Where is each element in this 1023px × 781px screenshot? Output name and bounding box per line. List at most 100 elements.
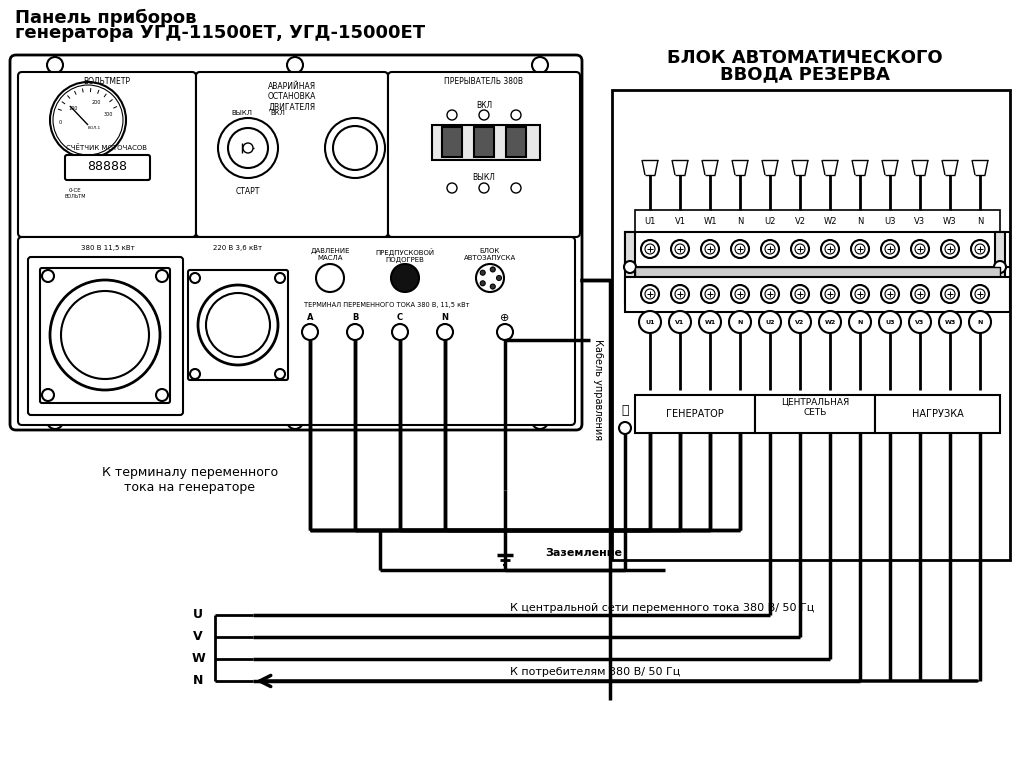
FancyBboxPatch shape: [40, 268, 170, 403]
Circle shape: [325, 118, 385, 178]
Text: U3: U3: [884, 216, 896, 226]
Circle shape: [287, 413, 303, 429]
Text: U2: U2: [764, 216, 775, 226]
Text: C: C: [397, 313, 403, 323]
Text: 100: 100: [69, 105, 78, 110]
Circle shape: [885, 289, 895, 299]
Circle shape: [671, 285, 690, 303]
Circle shape: [825, 289, 835, 299]
Circle shape: [994, 261, 1006, 273]
Circle shape: [61, 291, 149, 379]
Bar: [875, 395, 1000, 433]
Circle shape: [699, 311, 721, 333]
Circle shape: [731, 240, 749, 258]
Text: N: N: [977, 216, 983, 226]
Bar: [635, 395, 755, 433]
Text: V2: V2: [795, 319, 805, 324]
Circle shape: [881, 285, 899, 303]
Circle shape: [735, 289, 745, 299]
Text: К терминалу переменного
тока на генераторе: К терминалу переменного тока на генерато…: [102, 466, 278, 494]
Text: N: N: [738, 319, 743, 324]
Circle shape: [975, 244, 985, 254]
Circle shape: [47, 57, 63, 73]
Bar: [474, 127, 494, 157]
Circle shape: [795, 289, 805, 299]
Text: W1: W1: [705, 319, 716, 324]
Circle shape: [155, 270, 168, 282]
Circle shape: [735, 244, 745, 254]
Text: V1: V1: [674, 216, 685, 226]
Bar: [442, 127, 462, 157]
Circle shape: [243, 143, 253, 153]
Text: Заземление: Заземление: [545, 548, 622, 558]
Text: НАГРУЗКА: НАГРУЗКА: [911, 409, 964, 419]
Circle shape: [447, 110, 457, 120]
Text: W2: W2: [824, 216, 837, 226]
Text: 0-CE: 0-CE: [69, 187, 81, 192]
Text: A: A: [307, 313, 313, 323]
Text: N: N: [737, 216, 743, 226]
Text: W3: W3: [943, 216, 957, 226]
Circle shape: [42, 389, 54, 401]
Circle shape: [705, 244, 715, 254]
Circle shape: [915, 244, 925, 254]
Circle shape: [512, 183, 521, 193]
Bar: [755, 395, 875, 433]
Text: ВКЛ: ВКЛ: [270, 110, 285, 116]
Circle shape: [761, 240, 779, 258]
Circle shape: [53, 85, 123, 155]
Circle shape: [275, 273, 285, 283]
FancyBboxPatch shape: [28, 257, 183, 415]
Text: генератора УГД-11500ЕТ, УГД-15000ЕТ: генератора УГД-11500ЕТ, УГД-15000ЕТ: [15, 24, 426, 42]
Text: ⊕: ⊕: [500, 313, 509, 323]
Text: ВЫКЛ: ВЫКЛ: [231, 110, 253, 116]
Text: ВОЛЬТМ: ВОЛЬТМ: [64, 194, 86, 198]
Circle shape: [42, 270, 54, 282]
Text: БЛОК АВТОМАТИЧЕСКОГО: БЛОК АВТОМАТИЧЕСКОГО: [667, 49, 943, 67]
Circle shape: [971, 240, 989, 258]
Bar: [625, 277, 1010, 312]
Circle shape: [532, 413, 548, 429]
Circle shape: [190, 273, 201, 283]
Text: ТЕРМИНАЛ ПЕРЕМЕННОГО ТОКА 380 В, 11,5 кВт: ТЕРМИНАЛ ПЕРЕМЕННОГО ТОКА 380 В, 11,5 кВ…: [304, 302, 470, 308]
FancyBboxPatch shape: [10, 55, 582, 430]
Circle shape: [228, 128, 268, 168]
Circle shape: [765, 289, 775, 299]
Text: U1: U1: [644, 216, 656, 226]
Text: U: U: [193, 608, 203, 622]
Circle shape: [939, 311, 961, 333]
Circle shape: [641, 285, 659, 303]
Text: N: N: [192, 675, 204, 687]
Circle shape: [881, 240, 899, 258]
Text: СТАРТ: СТАРТ: [236, 187, 260, 197]
Circle shape: [287, 57, 303, 73]
Circle shape: [316, 264, 344, 292]
Circle shape: [941, 240, 959, 258]
Bar: [635, 267, 1000, 277]
Text: ПРЕДПУСКОВОЙ
ПОДОГРЕВ: ПРЕДПУСКОВОЙ ПОДОГРЕВ: [375, 248, 435, 263]
Text: 380 В 11,5 кВт: 380 В 11,5 кВт: [81, 245, 135, 251]
Circle shape: [391, 264, 419, 292]
Text: V3: V3: [916, 319, 925, 324]
Circle shape: [333, 126, 377, 170]
Bar: [506, 127, 526, 157]
FancyBboxPatch shape: [18, 72, 196, 237]
Text: U2: U2: [765, 319, 774, 324]
Text: W2: W2: [825, 319, 836, 324]
Circle shape: [155, 389, 168, 401]
Text: N: N: [857, 319, 862, 324]
Text: ВОЛ-1: ВОЛ-1: [87, 126, 100, 130]
Circle shape: [480, 270, 485, 275]
Circle shape: [945, 244, 955, 254]
Text: ВКЛ: ВКЛ: [476, 101, 492, 109]
Circle shape: [851, 285, 869, 303]
Circle shape: [490, 267, 495, 272]
Circle shape: [497, 324, 513, 340]
Circle shape: [671, 240, 690, 258]
Bar: [635, 210, 1000, 232]
Circle shape: [825, 244, 835, 254]
Circle shape: [915, 289, 925, 299]
Circle shape: [821, 285, 839, 303]
Circle shape: [347, 324, 363, 340]
Circle shape: [819, 311, 841, 333]
